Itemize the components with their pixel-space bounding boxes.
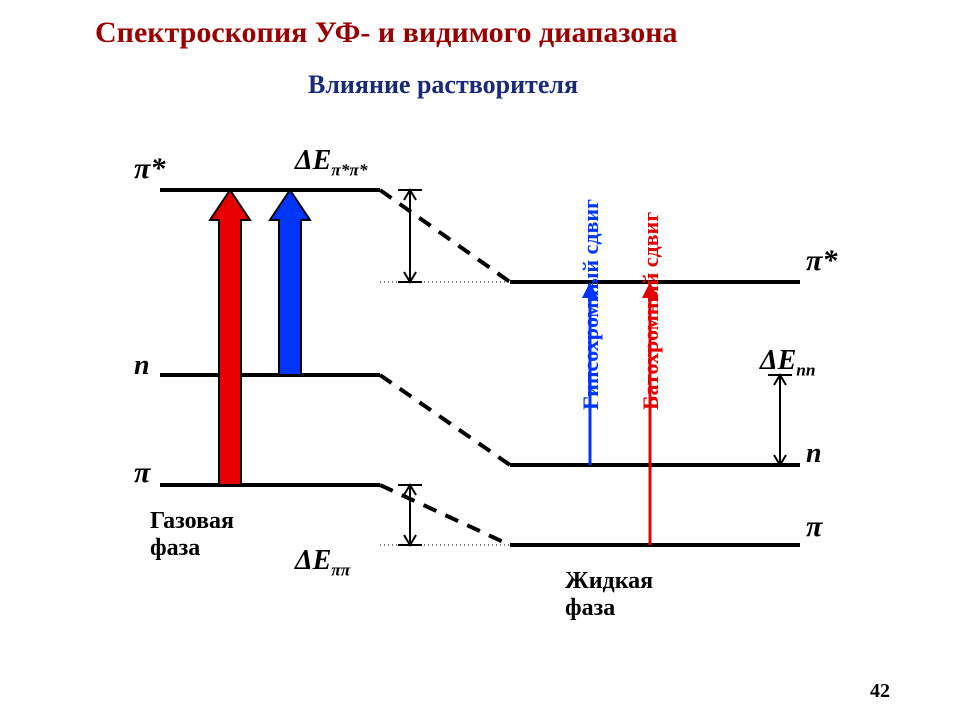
label-delta-e-pi: ΔEππ <box>295 545 350 581</box>
label-liq-pi: π <box>806 510 822 544</box>
label-delta-e-pistar: ΔEπ*π* <box>295 145 368 181</box>
label-gas-pistar: π* <box>134 152 165 186</box>
label-gas-phase: Газоваяфаза <box>150 508 234 562</box>
label-liq-n: n <box>806 438 822 470</box>
label-gas-pi: π <box>134 456 150 490</box>
main-title: Спектроскопия УФ- и видимого диапазона <box>95 16 678 50</box>
label-delta-e-nn: ΔEnn <box>760 345 816 381</box>
label-gipsochromic-shift: Гипсохромный сдвиг <box>578 199 604 410</box>
label-liquid-phase: Жидкаяфаза <box>565 568 653 622</box>
subtitle: Влияние растворителя <box>308 70 578 100</box>
page-number: 42 <box>870 680 890 703</box>
label-gas-n: n <box>134 350 150 382</box>
label-liq-pistar: π* <box>806 244 837 278</box>
label-bathochromic-shift: Батохромный сдвиг <box>638 212 664 410</box>
